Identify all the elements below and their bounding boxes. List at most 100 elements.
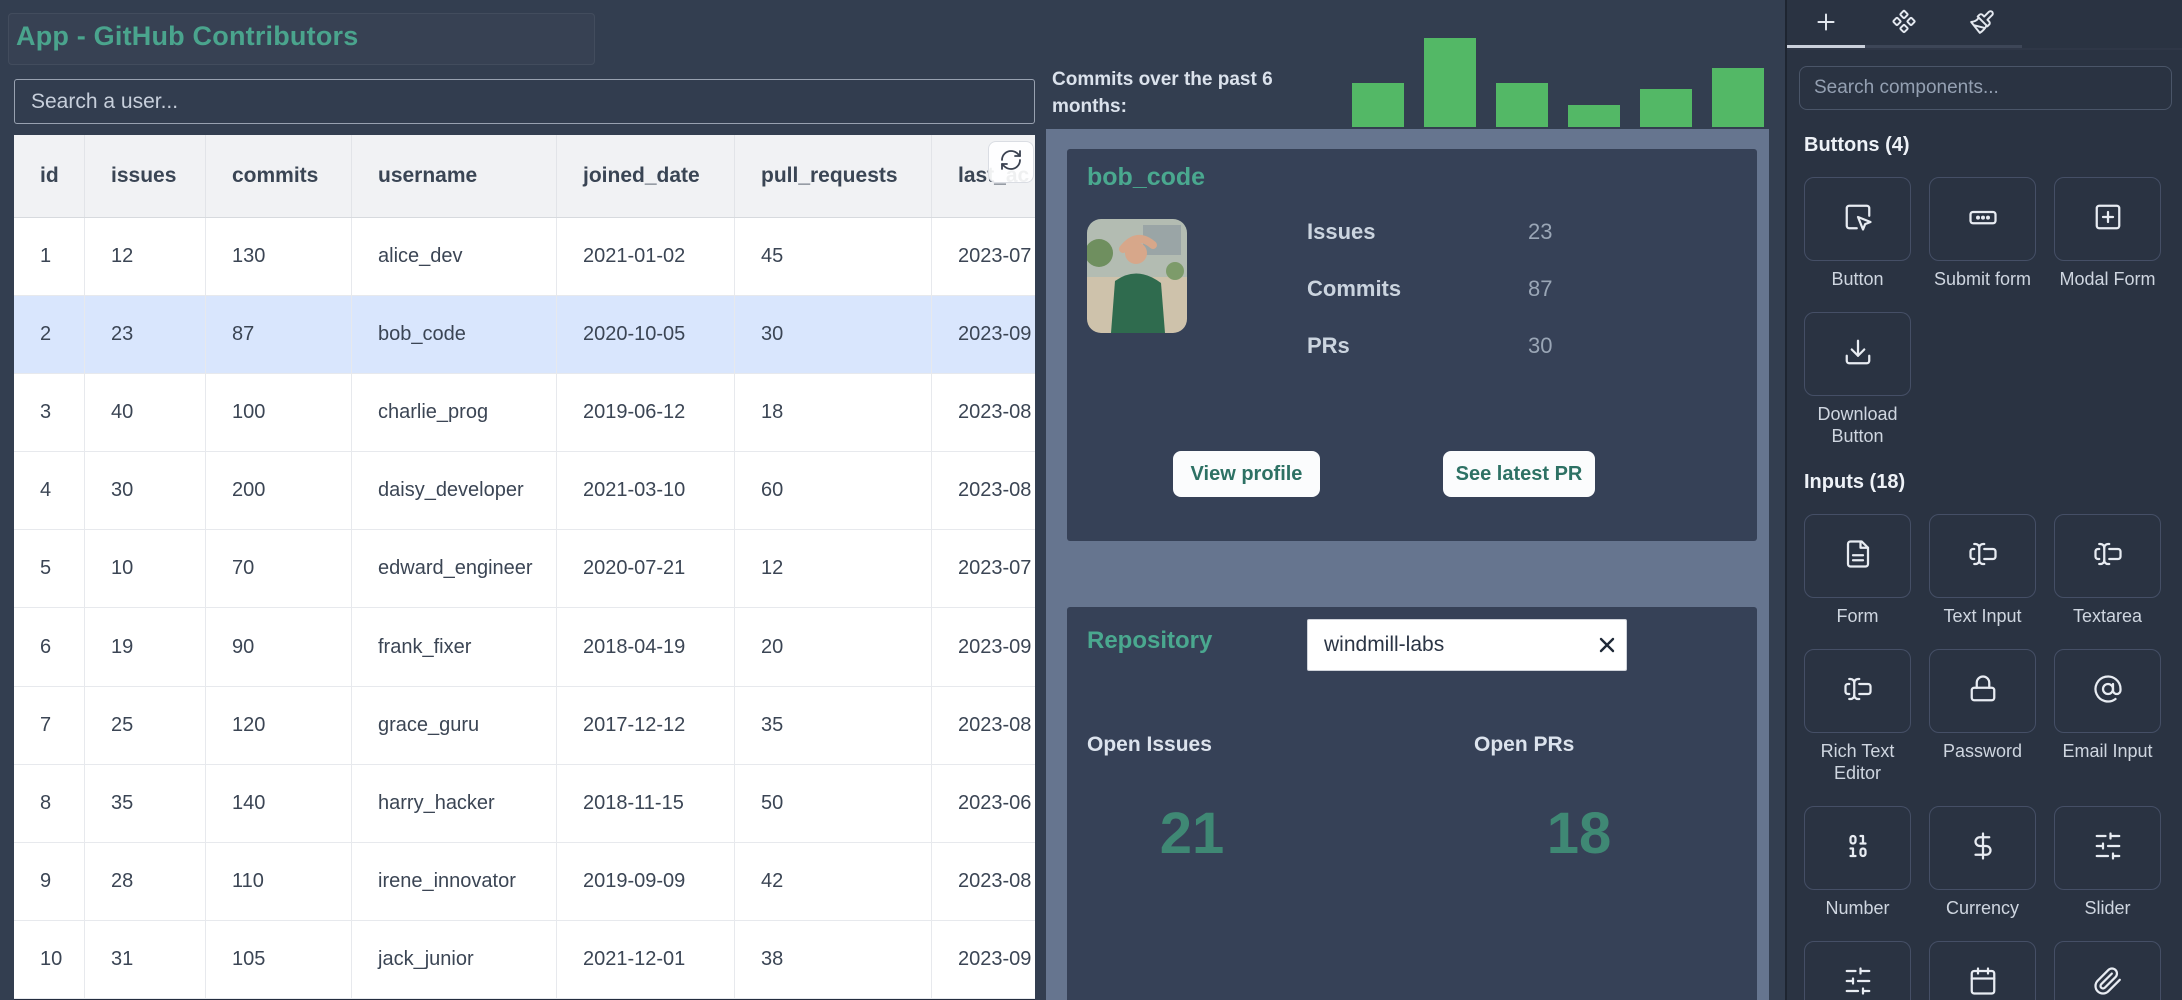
table-cell: 200 — [206, 452, 352, 530]
component-tile-modal-form[interactable]: Modal Form — [2054, 177, 2161, 290]
column-header-commits[interactable]: commits — [206, 135, 352, 217]
stat-value: 87 — [1528, 276, 1553, 301]
table-row[interactable]: 1 12 130 alice_dev 2021-01-02 45 2023-07 — [14, 218, 1035, 297]
component-tile-calendar[interactable] — [1929, 941, 2036, 1000]
component-library-sidebar: Buttons (4) Button Submit form Modal Form Do… — [1785, 0, 2182, 1000]
component-tile-box — [2054, 941, 2161, 1000]
column-header-joined_date[interactable]: joined_date — [557, 135, 735, 217]
component-tile-box — [2054, 177, 2161, 261]
table-cell: 2019-06-12 — [557, 374, 735, 452]
see-latest-pr-button[interactable]: See latest PR — [1443, 451, 1595, 497]
table-row[interactable]: 10 31 105 jack_junior 2021-12-01 38 2023-09 — [14, 920, 1035, 999]
table-cell: 6 — [14, 608, 85, 686]
search-user-input[interactable] — [14, 79, 1035, 124]
component-tile-slider[interactable]: Slider — [2054, 806, 2161, 919]
component-tile-label: Text Input — [1943, 606, 2022, 626]
title-container — [8, 13, 595, 65]
component-tile-paperclip[interactable] — [2054, 941, 2161, 1000]
table-cell: 2021-03-10 — [557, 452, 735, 530]
sidebar-tab-component[interactable] — [1865, 0, 1943, 48]
component-grid: Button Submit form Modal Form Download Butt… — [1804, 177, 2170, 447]
table-row[interactable]: 6 19 90 frank_fixer 2018-04-19 20 2023-09 — [14, 608, 1035, 687]
repo-stat: Open Issues 21 — [1087, 734, 1297, 868]
table-cell: 19 — [85, 608, 206, 686]
table-cell: 140 — [206, 764, 352, 842]
table-cell: 31 — [85, 920, 206, 998]
table-cell: 2023-08 — [958, 869, 1032, 892]
column-header-issues[interactable]: issues — [85, 135, 206, 217]
component-tile-number[interactable]: Number — [1804, 806, 1911, 919]
table-cell: 2023-09 — [958, 323, 1032, 346]
avatar-photo — [1087, 219, 1187, 333]
component-grid: Form Text Input Textarea Rich Text Editor Pa… — [1804, 514, 2170, 1000]
table-cell: 5 — [14, 530, 85, 608]
table-row[interactable]: 7 25 120 grace_guru 2017-12-12 35 2023-08 — [14, 686, 1035, 765]
active-tab-indicator — [1787, 45, 1865, 48]
column-header-pull_requests[interactable]: pull_requests — [735, 135, 932, 217]
repository-card: Repository Open Issues 21 Open PRs 18 — [1067, 607, 1757, 1000]
table-cell: bob_code — [352, 296, 557, 374]
table-row[interactable]: 9 28 110 irene_innovator 2019-09-09 42 2023-08 — [14, 842, 1035, 921]
component-tile-box — [1929, 649, 2036, 733]
column-header-username[interactable]: username — [352, 135, 557, 217]
sliders-icon — [2093, 831, 2123, 866]
user-stats: Issues 23 Commits 87 PRs 30 — [1307, 219, 1552, 359]
table-refresh-button[interactable] — [988, 141, 1034, 183]
table-cell: 2023-08 — [958, 479, 1032, 502]
table-cell: 35 — [85, 764, 206, 842]
component-tile-download-button[interactable]: Download Button — [1804, 312, 1911, 447]
component-tile-button[interactable]: Button — [1804, 177, 1911, 290]
component-tile-text-input[interactable]: Text Input — [1929, 514, 2036, 627]
table-cell: alice_dev — [352, 218, 557, 296]
at-sign-icon — [2093, 674, 2123, 709]
component-tile-password[interactable]: Password — [1929, 649, 2036, 784]
component-tile-box — [2054, 649, 2161, 733]
clear-input-icon[interactable] — [1595, 633, 1619, 657]
user-card: bob_code Issues 23 Commits 87 PRs 30 View pro… — [1067, 149, 1757, 541]
table-cell: 2020-07-21 — [557, 530, 735, 608]
table-cell: irene_innovator — [352, 842, 557, 920]
table-row[interactable]: 5 10 70 edward_engineer 2020-07-21 12 2023-07 — [14, 530, 1035, 609]
table-cell: harry_hacker — [352, 764, 557, 842]
table-cell: 2023-06 — [958, 791, 1032, 814]
sidebar-tab-plus[interactable] — [1787, 0, 1865, 48]
table-footer — [14, 998, 1035, 1000]
table-row[interactable]: 3 40 100 charlie_prog 2019-06-12 18 2023-08 — [14, 374, 1035, 453]
user-card-title: bob_code — [1087, 163, 1206, 191]
commit-bar — [1352, 83, 1404, 127]
table-cell: 130 — [206, 218, 352, 296]
component-tile-label: Textarea — [2072, 606, 2143, 626]
stat-label: Commits — [1307, 276, 1402, 301]
component-tile-label: Form — [1836, 606, 1879, 626]
component-tile-label: Button — [1831, 269, 1884, 289]
component-tile-submit-form[interactable]: Submit form — [1929, 177, 2036, 290]
search-components-input[interactable] — [1799, 66, 2172, 110]
table-cell: 38 — [735, 920, 932, 998]
table-cell: 8 — [14, 764, 85, 842]
component-tile-rich-text-editor[interactable]: Rich Text Editor — [1804, 649, 1911, 784]
sidebar-tab-paintbrush[interactable] — [1943, 0, 2021, 48]
repository-input[interactable] — [1307, 619, 1627, 671]
view-profile-button[interactable]: View profile — [1173, 451, 1320, 497]
table-row[interactable]: 8 35 140 harry_hacker 2018-11-15 50 2023-06 — [14, 764, 1035, 843]
component-tile-sliders[interactable] — [1804, 941, 1911, 1000]
table-cell: 20 — [735, 608, 932, 686]
component-tile-currency[interactable]: Currency — [1929, 806, 2036, 919]
table-cell: edward_engineer — [352, 530, 557, 608]
component-tile-email-input[interactable]: Email Input — [2054, 649, 2161, 784]
table-cell: 1 — [14, 218, 85, 296]
section-heading: Buttons (4) — [1804, 134, 1910, 156]
commit-bar — [1640, 89, 1692, 127]
component-tile-label: Number — [1825, 898, 1890, 918]
table-cell: charlie_prog — [352, 374, 557, 452]
table-cell: 2021-12-01 — [557, 920, 735, 998]
component-tile-textarea[interactable]: Textarea — [2054, 514, 2161, 627]
component-tile-form[interactable]: Form — [1804, 514, 1911, 627]
binary-icon — [1843, 831, 1873, 866]
sliders-icon — [1843, 966, 1873, 1000]
table-row[interactable]: 4 30 200 daisy_developer 2021-03-10 60 2023-08 — [14, 452, 1035, 531]
column-header-id[interactable]: id — [14, 135, 85, 217]
table-cell: 2023-08 — [958, 401, 1032, 424]
sidebar-tabs — [1787, 0, 2182, 50]
table-row[interactable]: 2 23 87 bob_code 2020-10-05 30 2023-09 — [14, 296, 1035, 375]
